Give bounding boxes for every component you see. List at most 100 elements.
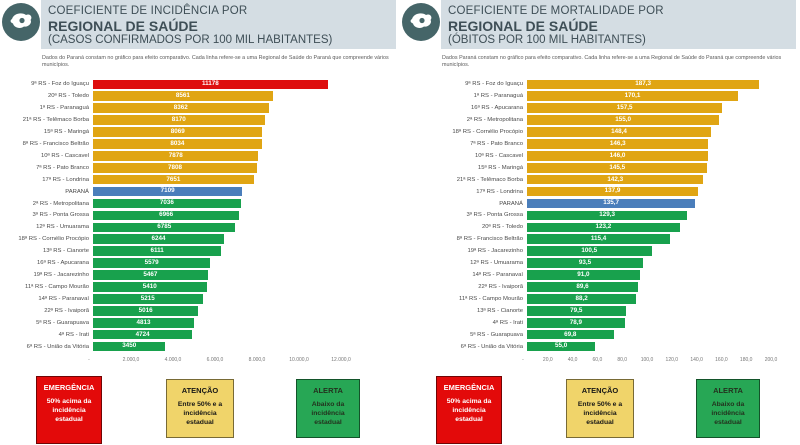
bar-track: 55,0 (527, 341, 775, 352)
bar-label: 9ª RS - Foz do Iguaçu (465, 81, 523, 88)
panel-title-line1: COEFICIENTE DE INCIDÊNCIA POR (48, 5, 248, 17)
bar-label: 7ª RS - Pato Branco (36, 164, 89, 171)
bar-track: 6111 (93, 246, 345, 256)
bar: 8069 (93, 127, 263, 137)
parana-map-icon (2, 3, 40, 41)
bar-row: 8ª RS - Francisco Beltrão 8034 (0, 139, 400, 150)
bar-track: 7109 (93, 186, 345, 197)
bar-label: 21ª RS - Telêmaco Borba (456, 176, 523, 183)
bar-value: 5410 (142, 282, 157, 290)
legend-emergency-title: EMERGÊNCIA (443, 383, 495, 392)
bar-label: 2ª RS - Metropolitana (32, 200, 89, 207)
bar-track: 3450 (93, 341, 345, 352)
bar-value: 157,5 (616, 103, 633, 111)
bar: 11178 (93, 79, 328, 90)
legend-alert-title: ALERTA (313, 386, 343, 395)
bar: 8362 (93, 103, 269, 113)
bar-label: 14ª RS - Paranavaí (472, 272, 523, 279)
bar: 78,9 (527, 317, 625, 328)
bar: 146,3 (527, 139, 709, 149)
legend-alert-title: ALERTA (713, 386, 743, 395)
bar-track: 170,1 (527, 91, 775, 102)
bar-value: 7109 (160, 187, 175, 195)
bar-label: 15ª RS - Maringá (477, 164, 523, 171)
bar-track: 115,4 (527, 234, 775, 245)
bar-value: 11178 (201, 80, 219, 88)
axis-tick: 4.000,0 (164, 357, 182, 363)
bar-value: 7036 (159, 199, 174, 207)
bar-track: 142,3 (527, 174, 775, 185)
bar-value: 4724 (135, 330, 150, 338)
incidence-panel: COEFICIENTE DE INCIDÊNCIA POR REGIONAL D… (0, 0, 400, 444)
bar-label: 19ª RS - Jacarezinho (467, 248, 523, 255)
bar-row: 17ª RS - Londrina 7651 (0, 174, 400, 185)
bar-value: 93,5 (578, 258, 592, 266)
legend-emergency-box: EMERGÊNCIA 50% acima da incidência estad… (436, 376, 502, 444)
bar-value: 146,3 (609, 139, 626, 147)
bar: 5467 (93, 270, 208, 280)
bar: 135,7 (527, 198, 696, 209)
bar-row: 4ª RS - Irati 78,9 (400, 317, 800, 328)
bar-value: 7808 (167, 163, 182, 171)
bar-row: 1ª RS - Paranaguá 170,1 (400, 91, 800, 102)
bar: 129,3 (527, 210, 688, 221)
axis-tick: 40,0 (567, 357, 578, 363)
legend-emergency-body: 50% acima da incidência estadual (446, 398, 492, 424)
bar-track: 5579 (93, 258, 345, 268)
bar: 100,5 (527, 246, 652, 256)
bar-track: 100,5 (527, 246, 775, 256)
bar-track: 69,8 (527, 329, 775, 340)
bar: 55,0 (527, 341, 596, 352)
bar-value: 187,3 (635, 80, 651, 88)
bar-row: 5ª RS - Guarapuava 69,8 (400, 329, 800, 340)
x-axis: - 2.000,0 4.000,0 6.000,0 8.000,0 10.000,0 12.… (88, 355, 351, 365)
bar-value: 115,4 (590, 235, 607, 243)
bar-value: 7878 (168, 151, 183, 159)
bar-value: 7651 (166, 175, 181, 183)
bar-label: 5ª RS - Guarapuava (36, 319, 89, 326)
bar-track: 79,5 (527, 306, 775, 316)
axis-tick: 6.000,0 (206, 357, 224, 363)
axis-tick: - (522, 357, 524, 363)
bar-track: 6966 (93, 210, 345, 221)
bar-value: 8362 (173, 103, 188, 111)
bar-label: 16ª RS - Apucarana (471, 105, 523, 112)
axis-tick: - (88, 357, 90, 363)
legend-attention-title: ATENÇÃO (581, 386, 619, 395)
panel-title-line2: REGIONAL DE SAÚDE (48, 18, 198, 35)
bar-label: 20ª RS - Toledo (481, 224, 523, 231)
bar-row: 21ª RS - Telêmaco Borba 8170 (0, 115, 400, 126)
bar-label: 21ª RS - Telêmaco Borba (22, 117, 89, 124)
axis-tick: 100,0 (640, 357, 654, 363)
bar: 8170 (93, 115, 265, 125)
bar-value: 5579 (144, 258, 159, 266)
bar-row: 10ª RS - Cascavel 7878 (0, 151, 400, 162)
bar-row: 14ª RS - Paranavaí 5215 (0, 294, 400, 305)
bar: 4724 (93, 329, 193, 340)
legend-alert-body: Abaixo da incidência estadual (711, 401, 745, 427)
bar-row: 11ª RS - Campo Mourão 88,2 (400, 294, 800, 305)
bar-label: 12ª RS - Umuarama (36, 224, 89, 231)
bar-label: 6ª RS - União da Vitória (26, 343, 89, 350)
bar-row: 9ª RS - Foz do Iguaçu 11178 (0, 79, 400, 90)
bar: 115,4 (527, 234, 671, 245)
bar-label: 13ª RS - Cianorte (42, 248, 89, 255)
bar-value: 55,0 (554, 342, 568, 350)
axis-tick: 8.000,0 (248, 357, 266, 363)
bar-label: 1ª RS - Paranaguá (39, 105, 89, 112)
bar-row: 10ª RS - Cascavel 146,0 (400, 151, 800, 162)
bar-chart: 9ª RS - Foz do Iguaçu 11178 20ª RS - Toled… (0, 79, 400, 352)
bar: 6111 (93, 246, 222, 256)
bar-value: 129,3 (599, 211, 616, 219)
bar: 6966 (93, 210, 240, 221)
bar-label: PARANÁ (65, 188, 89, 195)
bar-track: 135,7 (527, 198, 775, 209)
bar-value: 8034 (170, 139, 185, 147)
bar-value: 4813 (136, 318, 151, 326)
bar-value: 170,1 (624, 92, 641, 100)
bar-value: 6244 (151, 235, 166, 243)
bar-value: 88,2 (575, 294, 588, 302)
bar: 145,5 (527, 162, 708, 173)
axis-tick: 200,0 (764, 357, 778, 363)
bar-value: 89,6 (576, 282, 589, 290)
